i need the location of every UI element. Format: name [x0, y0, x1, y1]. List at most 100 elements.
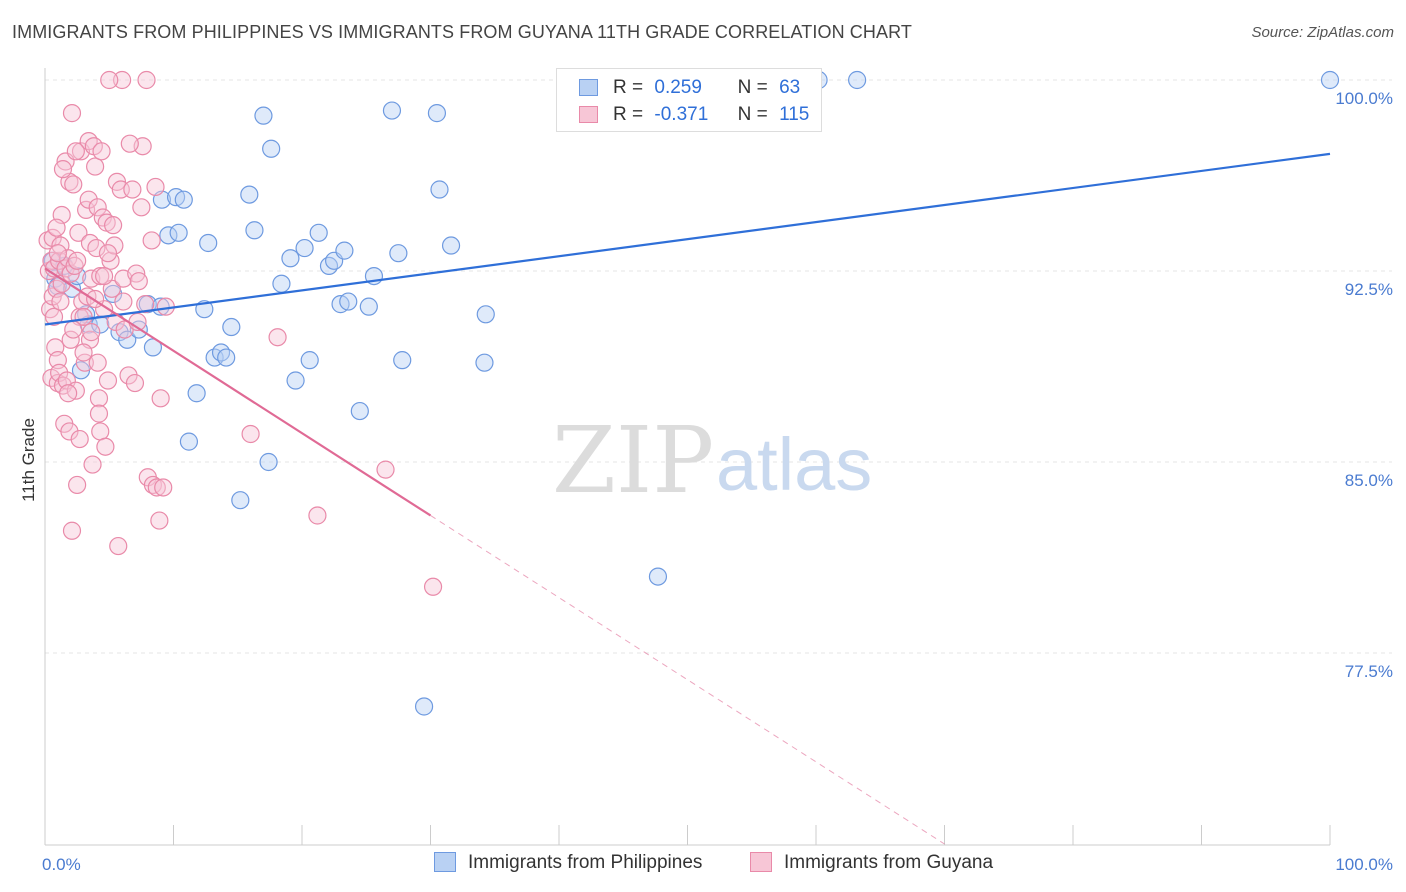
legend-swatch-blue	[579, 79, 598, 96]
philippines-point-21	[174, 190, 193, 209]
philippines-point-41	[309, 223, 328, 242]
guyana-point-113	[48, 244, 67, 263]
guyana-point-78	[125, 373, 145, 393]
guyana-point-57	[89, 404, 109, 423]
guyana-point-55	[88, 198, 107, 217]
guyana-point-56	[89, 389, 109, 408]
guyana-point-100	[151, 389, 170, 408]
philippines-point-35	[262, 139, 281, 158]
philippines-point-29	[222, 317, 241, 337]
guyana-point-25	[60, 422, 79, 441]
guyana-point-88	[147, 478, 166, 497]
philippines-point-42	[319, 256, 339, 276]
philippines-point-34	[259, 452, 278, 472]
guyana-point-110	[132, 198, 151, 217]
philippines-point-20	[169, 223, 188, 242]
philippines-point-52	[393, 351, 412, 370]
legend-r-value: -0.371	[654, 104, 709, 125]
guyana-trend-line-extension	[430, 515, 945, 845]
guyana-point-44	[79, 132, 98, 151]
x-tick-label-1: 100.0%	[1335, 855, 1393, 874]
philippines-point-57	[475, 353, 494, 372]
philippines-point-62	[1320, 70, 1340, 90]
philippines-point-31	[240, 185, 259, 204]
philippines-point-54	[414, 697, 434, 716]
philippines-point-11	[110, 323, 129, 342]
legend-n-label: N =	[737, 77, 768, 98]
philippines-point-38	[286, 371, 305, 390]
philippines-point-16	[151, 297, 170, 316]
guyana-point-103	[74, 343, 93, 362]
guyana-point-97	[376, 460, 395, 479]
guyana-point-29	[62, 521, 82, 540]
philippines-trend-line	[44, 152, 1331, 326]
philippines-point-55	[430, 180, 449, 199]
series-guyana-points	[38, 70, 443, 596]
philippines-point-50	[382, 101, 402, 120]
philippines-point-30	[231, 491, 250, 510]
guyana-point-106	[59, 384, 78, 403]
guyana-point-99	[100, 70, 119, 90]
philippines-point-22	[179, 432, 199, 451]
watermark: ZIP atlas	[552, 407, 872, 514]
guyana-point-104	[95, 266, 114, 286]
y-tick-label-2: 92.5%	[1345, 280, 1393, 299]
philippines-point-61	[848, 70, 867, 90]
guyana-point-109	[120, 134, 139, 153]
guyana-point-59	[91, 266, 110, 286]
guyana-point-90	[154, 478, 173, 497]
guyana-point-94	[241, 424, 260, 444]
guyana-point-93	[112, 70, 132, 90]
legend-n-value: 115	[779, 104, 810, 125]
legend-n-label: N =	[737, 104, 768, 125]
philippines-point-51	[389, 244, 408, 263]
guyana-trend-line	[44, 267, 432, 517]
guyana-point-49	[82, 323, 101, 342]
legend-n-value: 63	[779, 77, 801, 98]
legend-swatch-pink	[579, 106, 598, 123]
guyana-point-60	[92, 142, 111, 161]
philippines-point-59	[648, 567, 668, 586]
philippines-point-39	[295, 238, 314, 258]
chart-title: IMMIGRANTS FROM PHILIPPINES VS IMMIGRANT…	[12, 22, 912, 42]
philippines-point-47	[350, 401, 369, 421]
guyana-point-105	[104, 216, 123, 235]
guyana-point-89	[150, 511, 169, 530]
guyana-point-34	[68, 475, 87, 495]
y-tick-label-0: 77.5%	[1345, 662, 1393, 681]
philippines-point-23	[187, 384, 206, 403]
philippines-point-45	[335, 241, 354, 260]
y-tick-labels: 77.5% 85.0% 92.5% 100.0%	[1335, 89, 1393, 681]
guyana-point-53	[87, 238, 106, 258]
philippines-point-32	[245, 221, 264, 240]
guyana-point-7	[44, 307, 64, 326]
gridlines	[45, 79, 1392, 654]
bottom-legend-label: Immigrants from Philippines	[468, 852, 703, 873]
guyana-point-58	[91, 422, 110, 441]
axes	[44, 68, 1331, 846]
philippines-point-36	[272, 274, 291, 293]
guyana-point-85	[142, 231, 161, 250]
guyana-point-96	[308, 506, 327, 525]
guyana-point-83	[136, 295, 155, 314]
guyana-point-87	[146, 177, 165, 197]
guyana-point-31	[64, 175, 83, 194]
y-tick-label-1: 85.0%	[1345, 471, 1393, 490]
philippines-point-48	[359, 297, 378, 316]
source-credit: Source: ZipAtlas.com	[1251, 24, 1394, 41]
watermark-zip: ZIP	[552, 407, 714, 514]
guyana-point-40	[74, 307, 93, 326]
guyana-point-68	[105, 236, 124, 255]
guyana-point-102	[66, 142, 85, 161]
x-tick-labels: 0.0% 100.0%	[42, 855, 1393, 874]
guyana-point-114	[98, 244, 118, 263]
guyana-point-112	[64, 320, 83, 339]
guyana-point-35	[68, 251, 87, 270]
guyana-point-63	[96, 437, 115, 456]
philippines-point-40	[300, 351, 319, 370]
guyana-point-101	[53, 160, 73, 179]
guyana-point-74	[114, 292, 133, 311]
guyana-point-50	[83, 455, 102, 474]
guyana-point-108	[70, 429, 89, 449]
philippines-point-53	[427, 104, 447, 123]
